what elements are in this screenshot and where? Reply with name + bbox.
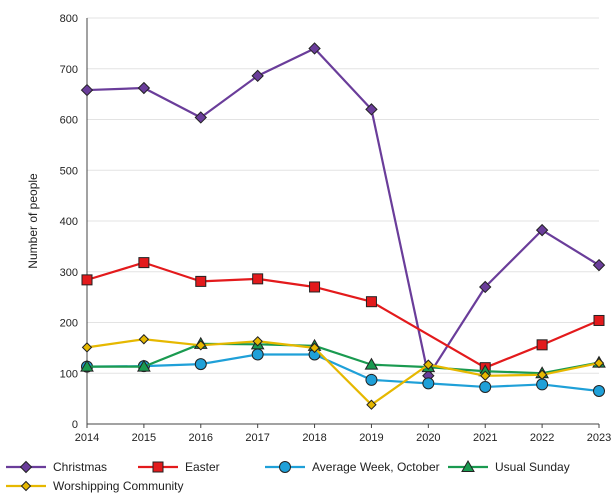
point-christmas-2017 — [251, 69, 264, 83]
y-tick-labels: 0 100 200 300 400 500 600 700 800 — [60, 13, 78, 431]
point-average-week-october-2017 — [251, 348, 264, 361]
y-tick-label-600: 600 — [60, 115, 78, 127]
series-line-worshipping-community — [86, 338, 600, 406]
point-christmas-2018 — [308, 42, 321, 55]
legend-label-easter: Easter — [185, 460, 220, 474]
point-usual-sunday-2019 — [364, 357, 379, 370]
point-worshipping-community-2019 — [366, 399, 377, 410]
point-worshipping-community-2023 — [593, 357, 605, 369]
point-usual-sunday-2015 — [137, 359, 151, 372]
y-tick-label-300: 300 — [60, 267, 78, 279]
point-average-week-october-2022 — [536, 378, 549, 391]
series-line-usual-sunday — [87, 342, 600, 375]
point-worshipping-community-2020 — [423, 359, 434, 370]
point-easter-2018 — [309, 281, 321, 293]
legend-marker-usual-sunday — [461, 459, 475, 472]
legend-item-easter: Easter — [138, 460, 220, 474]
y-tick-label-400: 400 — [60, 216, 78, 228]
x-tick-label-2022: 2022 — [530, 432, 554, 444]
x-tick-label-2020: 2020 — [416, 432, 440, 444]
point-average-week-october-2020 — [422, 377, 435, 390]
point-easter-2015 — [138, 257, 150, 269]
point-easter-2019 — [365, 296, 377, 308]
legend-marker-worshipping-community — [20, 480, 32, 492]
point-average-week-october-2021 — [479, 380, 492, 393]
point-worshipping-community-2014 — [81, 342, 93, 353]
point-easter-2016 — [195, 275, 207, 287]
point-worshipping-community-2022 — [536, 369, 548, 380]
x-tick-label-2016: 2016 — [189, 432, 213, 444]
y-tick-label-200: 200 — [60, 318, 78, 330]
point-christmas-2022 — [535, 223, 549, 237]
x-tick-label-2023: 2023 — [587, 432, 611, 444]
x-tick-label-2015: 2015 — [132, 432, 156, 444]
legend-item-christmas: Christmas — [6, 460, 107, 474]
legend-marker-easter — [152, 461, 164, 473]
series-line-easter — [86, 261, 600, 369]
grid-lines — [87, 17, 599, 374]
point-christmas-2023 — [592, 258, 606, 272]
series-usual-sunday — [80, 336, 606, 379]
y-axis-label: Number of people — [26, 173, 40, 269]
series-christmas — [80, 42, 606, 382]
y-tick-label-800: 800 — [60, 13, 78, 25]
x-tick-label-2021: 2021 — [473, 432, 497, 444]
y-tick-label-100: 100 — [60, 368, 78, 380]
series-line-average-week-october — [86, 353, 600, 393]
legend-label-usual-sunday: Usual Sunday — [495, 460, 570, 474]
legend-label-christmas: Christmas — [53, 460, 107, 474]
legend-item-worshipping-community: Worshipping Community — [6, 479, 184, 493]
point-christmas-2015 — [137, 81, 151, 95]
legend-item-usual-sunday: Usual Sunday — [448, 459, 570, 474]
x-tick-label-2017: 2017 — [245, 432, 269, 444]
legend-item-average-week-october: Average Week, October — [265, 460, 440, 474]
point-worshipping-community-2018 — [309, 342, 320, 354]
point-average-week-october-2019 — [365, 373, 378, 386]
y-tick-label-500: 500 — [60, 165, 78, 177]
legend-marker-average-week-october — [279, 461, 291, 473]
point-worshipping-community-2015 — [138, 334, 150, 345]
point-christmas-2016 — [194, 111, 207, 124]
legend-marker-christmas — [19, 460, 33, 474]
x-tick-label-2018: 2018 — [302, 432, 326, 444]
point-worshipping-community-2017 — [252, 336, 263, 347]
point-average-week-october-2016 — [194, 358, 207, 371]
y-tick-label-700: 700 — [60, 64, 78, 76]
point-easter-2017 — [252, 273, 264, 285]
series-easter — [81, 257, 605, 374]
x-tick-label-2014: 2014 — [75, 432, 99, 444]
point-christmas-2021 — [479, 280, 492, 294]
x-tick-labels: 2014 2015 2016 2017 2018 2019 2020 2021 2022 2023 — [75, 424, 611, 444]
point-average-week-october-2023 — [593, 385, 605, 398]
legend: Christmas Easter Average Week, October Usua… — [6, 459, 570, 493]
y-tick-label-0: 0 — [72, 419, 78, 431]
point-worshipping-community-2021 — [480, 370, 491, 381]
x-tick-label-2019: 2019 — [359, 432, 383, 444]
point-christmas-2014 — [80, 83, 94, 97]
point-christmas-2019 — [365, 103, 378, 116]
series-worshipping-community — [81, 334, 605, 410]
point-easter-2023 — [593, 314, 605, 326]
legend-label-average-week-october: Average Week, October — [312, 460, 440, 474]
point-usual-sunday-2014 — [80, 359, 94, 372]
series-group — [80, 42, 606, 410]
point-worshipping-community-2016 — [195, 340, 206, 351]
legend-label-worshipping-community: Worshipping Community — [53, 479, 184, 493]
point-easter-2022 — [536, 339, 548, 351]
point-easter-2014 — [81, 274, 93, 286]
series-line-christmas — [86, 47, 600, 377]
